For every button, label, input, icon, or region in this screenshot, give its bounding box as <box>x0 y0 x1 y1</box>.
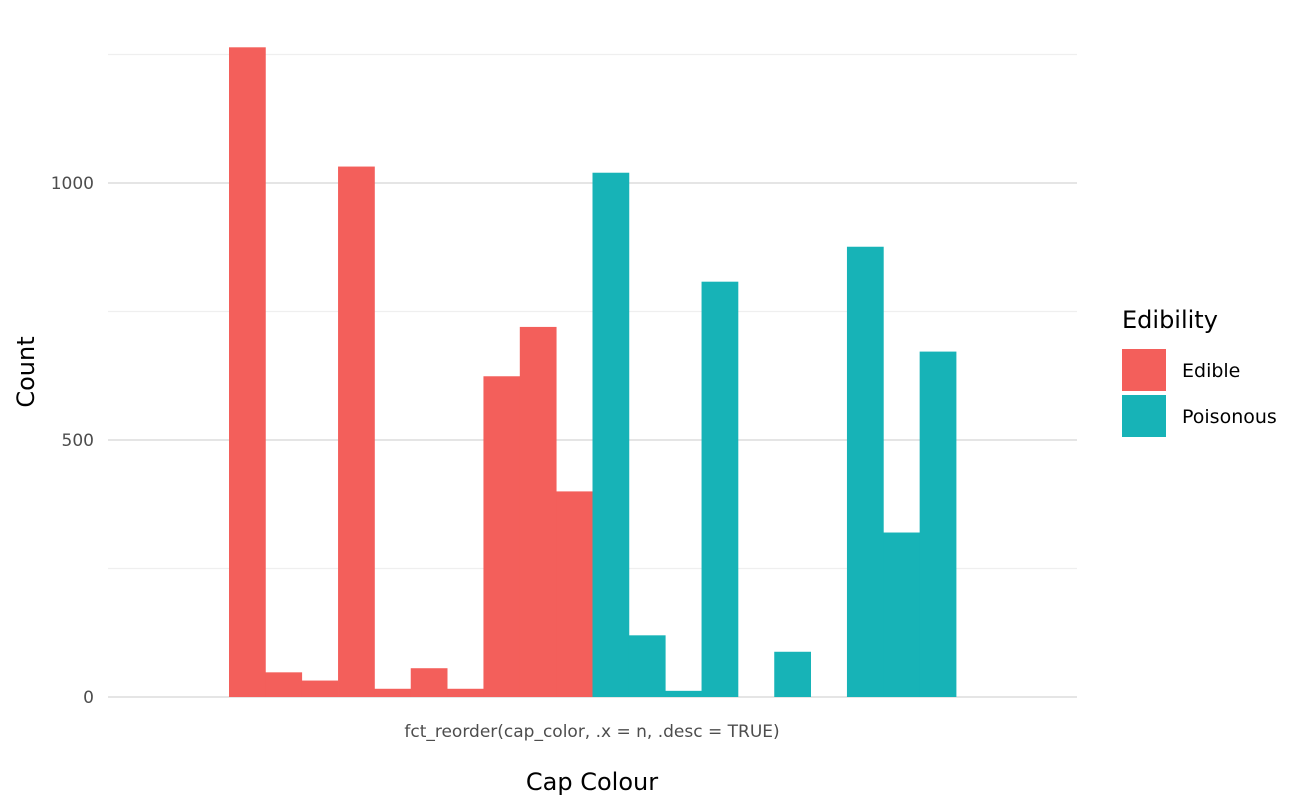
bar-edible <box>483 376 521 697</box>
bars-group <box>229 47 957 698</box>
bar-poisonous <box>592 172 630 698</box>
legend-label-poisonous: Poisonous <box>1182 406 1277 428</box>
legend-key-poisonous <box>1122 395 1166 437</box>
bar-edible <box>519 326 557 697</box>
legend-title: Edibility <box>1122 306 1218 334</box>
legend-label-edible: Edible <box>1182 360 1240 382</box>
bar-edible <box>374 688 412 697</box>
bar-poisonous <box>628 635 666 697</box>
x-axis-title: Cap Colour <box>526 768 658 796</box>
bar-edible <box>265 672 303 697</box>
y-axis-ticks: 0 500 1000 <box>51 174 94 708</box>
legend: Edibility Edible Poisonous <box>1122 306 1277 437</box>
bar-poisonous <box>883 532 921 697</box>
bar-edible <box>556 491 593 697</box>
bar-edible <box>301 680 339 697</box>
bar-edible <box>338 166 375 697</box>
y-tick-label: 0 <box>83 688 94 708</box>
bar-edible <box>410 668 448 697</box>
legend-key-edible <box>1122 349 1166 391</box>
legend-items: Edible Poisonous <box>1122 349 1277 437</box>
y-tick-label: 500 <box>62 431 94 451</box>
bar-poisonous <box>701 281 739 697</box>
bar-poisonous <box>919 351 957 697</box>
bar-poisonous <box>846 246 884 697</box>
x-tick-label: fct_reorder(cap_color, .x = n, .desc = T… <box>404 722 779 742</box>
y-tick-label: 1000 <box>51 174 94 194</box>
bar-poisonous <box>774 651 811 697</box>
bar-edible <box>229 47 266 697</box>
y-axis-title: Count <box>12 336 40 407</box>
bar-poisonous <box>665 690 702 697</box>
bar-edible <box>447 688 484 697</box>
